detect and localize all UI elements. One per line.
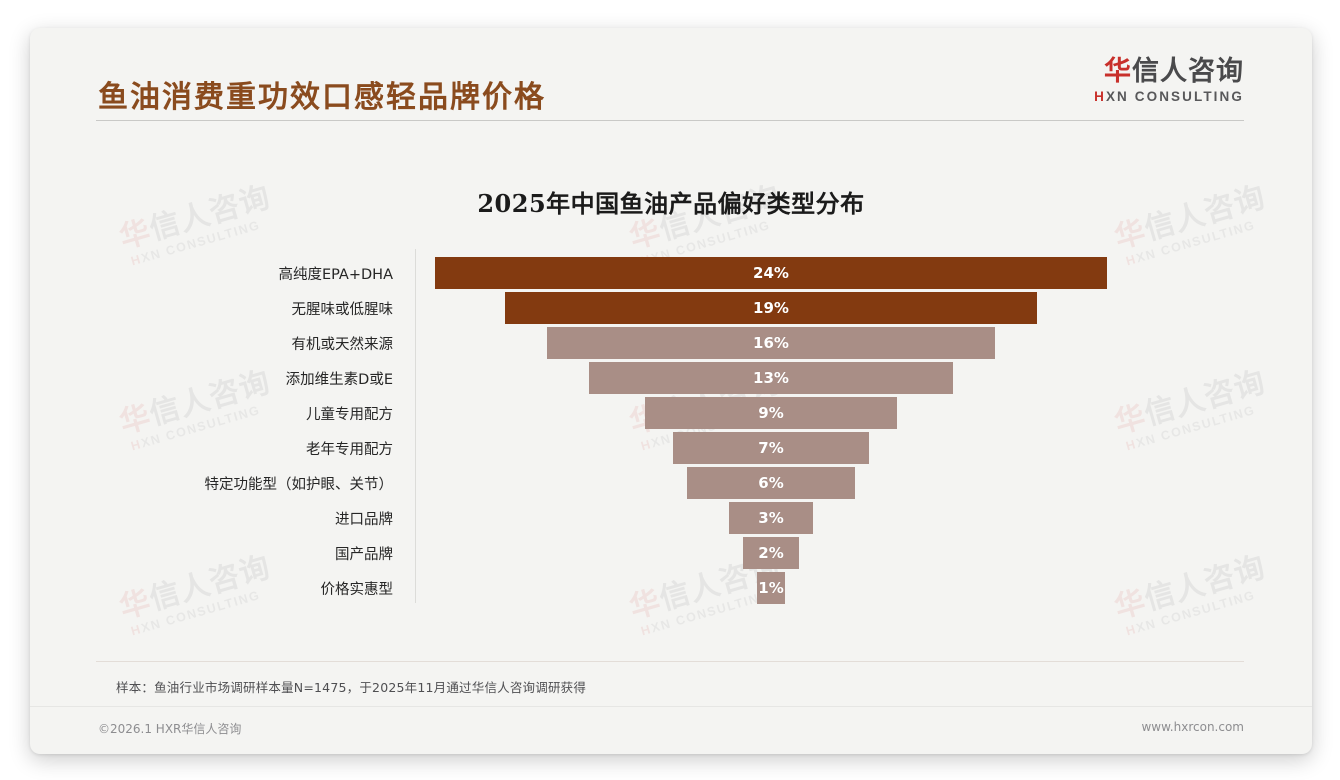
brand-logo-english: HXN CONSULTING [1094,89,1244,104]
funnel-value-label: 1% [758,579,784,597]
funnel-track: 1% [405,572,1312,604]
funnel-chart: 高纯度EPA+DHA 24% 无腥味或低腥味 19% 有机或天然来源 16% 添加维生素D或… [30,249,1312,604]
footer-divider [30,706,1312,707]
funnel-track: 7% [405,432,1312,464]
sample-note: 样本：鱼油行业市场调研样本量N=1475，于2025年11月通过华信人咨询调研获… [116,680,587,695]
funnel-bar[interactable]: 2% [743,537,799,569]
chart-axis-line [415,249,416,603]
funnel-category-label: 无腥味或低腥味 [291,301,394,318]
funnel-track: 2% [405,537,1312,569]
funnel-category-label: 高纯度EPA+DHA [278,266,393,283]
funnel-row: 老年专用配方 7% [30,432,1312,464]
funnel-track: 6% [405,467,1312,499]
funnel-category-label: 特定功能型（如护眼、关节） [204,476,394,493]
funnel-row: 价格实惠型 1% [30,572,1312,604]
brand-logo-accent-char: 华 [1104,56,1132,87]
funnel-bar[interactable]: 6% [687,467,855,499]
page-title: 鱼油消费重功效口感轻品牌价格 [98,80,546,115]
chart-title: 2025年中国鱼油产品偏好类型分布 [477,189,865,218]
funnel-bar[interactable]: 19% [505,292,1037,324]
funnel-track: 13% [405,362,1312,394]
funnel-row: 添加维生素D或E 13% [30,362,1312,394]
funnel-bar[interactable]: 1% [757,572,785,604]
funnel-category-label: 价格实惠型 [320,581,394,598]
funnel-category-label: 老年专用配方 [306,441,393,458]
funnel-row: 有机或天然来源 16% [30,327,1312,359]
funnel-category-label: 国产品牌 [335,546,393,563]
funnel-value-label: 16% [753,334,789,352]
funnel-row: 国产品牌 2% [30,537,1312,569]
chart-area: 2025年中国鱼油产品偏好类型分布 高纯度EPA+DHA 24% 无腥味或低腥味 19… [30,150,1312,670]
header-divider [96,120,1244,121]
brand-logo-en-accent: H [1094,89,1106,105]
slide-header: 鱼油消费重功效口感轻品牌价格 华信人咨询 HXN CONSULTING [30,28,1312,150]
funnel-row: 高纯度EPA+DHA 24% [30,257,1312,289]
footer-url[interactable]: www.hxrcon.com [1141,720,1244,734]
funnel-value-label: 13% [753,369,789,387]
funnel-value-label: 9% [758,404,784,422]
brand-logo-rest-chars: 信人咨询 [1132,56,1244,87]
brand-logo-en-rest: XN CONSULTING [1105,89,1244,105]
funnel-row: 特定功能型（如护眼、关节） 6% [30,467,1312,499]
funnel-category-label: 有机或天然来源 [291,336,394,353]
note-divider [96,661,1244,662]
funnel-track: 16% [405,327,1312,359]
funnel-category-label: 进口品牌 [335,511,393,528]
funnel-track: 19% [405,292,1312,324]
funnel-track: 3% [405,502,1312,534]
slide-footer: ©2026.1 HXR华信人咨询 www.hxrcon.com [30,706,1312,754]
slide-card: 华信人咨询 HXN CONSULTING 华信人咨询 HXN CONSULTING华信… [30,28,1312,754]
funnel-bar[interactable]: 13% [589,362,953,394]
funnel-bar[interactable]: 3% [729,502,813,534]
funnel-track: 24% [405,257,1312,289]
funnel-value-label: 2% [758,544,784,562]
footer-copyright: ©2026.1 HXR华信人咨询 [98,722,242,736]
funnel-value-label: 19% [753,299,789,317]
funnel-category-label: 儿童专用配方 [306,406,393,423]
funnel-bar[interactable]: 9% [645,397,897,429]
funnel-row: 进口品牌 3% [30,502,1312,534]
funnel-row: 儿童专用配方 9% [30,397,1312,429]
brand-logo-chinese: 华信人咨询 [1094,56,1244,87]
funnel-row: 无腥味或低腥味 19% [30,292,1312,324]
funnel-track: 9% [405,397,1312,429]
funnel-value-label: 3% [758,509,784,527]
funnel-bar[interactable]: 16% [547,327,995,359]
funnel-bar[interactable]: 7% [673,432,869,464]
funnel-bar[interactable]: 24% [435,257,1107,289]
funnel-value-label: 7% [758,439,784,457]
funnel-value-label: 6% [758,474,784,492]
funnel-category-label: 添加维生素D或E [285,371,393,388]
funnel-value-label: 24% [753,264,789,282]
brand-logo: 华信人咨询 HXN CONSULTING [1094,56,1244,104]
